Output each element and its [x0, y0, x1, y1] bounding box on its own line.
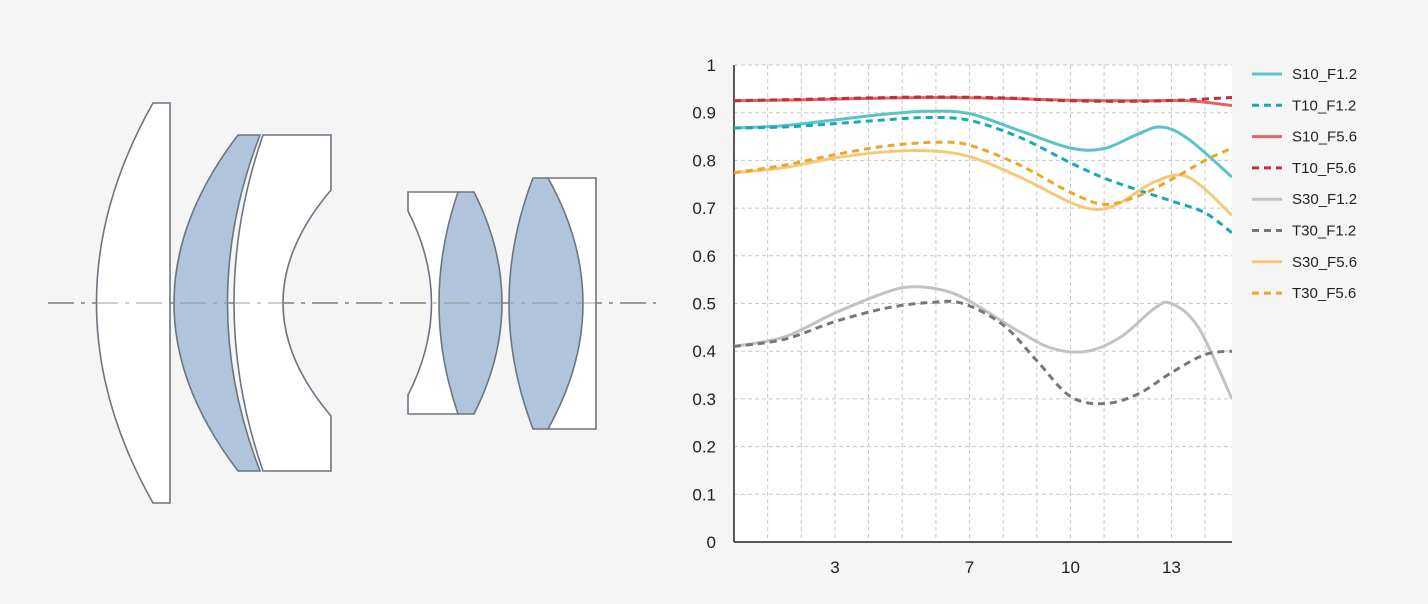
chart-legend: S10_F1.2 T10_F1.2 S10_F5.6 T10_F5.6 S30_F1.2…: [1252, 66, 1357, 302]
series-line-s30-f5-6: [734, 148, 1232, 217]
y-tick-label: 0.1: [692, 485, 716, 504]
y-tick-label: 0.5: [692, 295, 716, 314]
lens-element-1: [95, 102, 171, 504]
legend-label: T10_F5.6: [1292, 160, 1356, 177]
series-line-t10-f5-6: [734, 95, 1232, 103]
x-tick-label: 3: [830, 558, 839, 577]
y-tick-label: 0.9: [692, 104, 716, 123]
legend-item-t30-f1-2: T30_F1.2: [1252, 223, 1356, 240]
y-tick-label: 0.2: [692, 438, 716, 457]
x-tick-label: 13: [1162, 558, 1181, 577]
legend-item-s30-f5-6: S30_F5.6: [1252, 254, 1357, 271]
legend-item-t30-f5-6: T30_F5.6: [1252, 285, 1356, 302]
chart-series: [734, 95, 1232, 406]
lens-diagram: [48, 102, 656, 504]
legend-label: S10_F5.6: [1292, 129, 1357, 146]
legend-item-s10-f5-6: S10_F5.6: [1252, 129, 1357, 146]
legend-label: T30_F1.2: [1292, 223, 1356, 240]
x-tick-label: 7: [965, 558, 974, 577]
legend-label: S30_F5.6: [1292, 254, 1357, 271]
y-tick-label: 0.7: [692, 199, 716, 218]
legend-item-s10-f1-2: S10_F1.2: [1252, 66, 1357, 83]
lens-element-5: [438, 191, 503, 415]
series-line-s10-f1-2: [734, 109, 1232, 179]
chart-axes: 00.10.20.30.40.50.60.70.80.913 7 10 13: [692, 56, 1232, 577]
series-line-t30-f1-2: [734, 299, 1232, 406]
legend-label: S30_F1.2: [1292, 191, 1357, 208]
y-tick-label: 0: [707, 533, 716, 552]
series-line-t10-f1-2: [734, 115, 1232, 235]
legend-item-s30-f1-2: S30_F1.2: [1252, 191, 1357, 208]
legend-item-t10-f1-2: T10_F1.2: [1252, 97, 1356, 114]
legend-item-t10-f5-6: T10_F5.6: [1252, 160, 1356, 177]
chart-grid: [734, 64, 1232, 542]
legend-label: T10_F1.2: [1292, 97, 1356, 114]
legend-label: S10_F1.2: [1292, 66, 1357, 83]
series-line-s30-f1-2: [734, 285, 1232, 400]
series-line-t30-f5-6: [734, 140, 1232, 206]
mtf-chart: 00.10.20.30.40.50.60.70.80.913 7 10 13 S10_…: [692, 56, 1357, 577]
y-tick-label: 0.8: [692, 151, 716, 170]
y-tick-label: 0.4: [692, 342, 716, 361]
y-tick-label: 1: [707, 56, 716, 75]
legend-label: T30_F5.6: [1292, 285, 1356, 302]
x-tick-label: 10: [1061, 558, 1080, 577]
y-tick-label: 0.3: [692, 390, 716, 409]
y-tick-label: 0.6: [692, 247, 716, 266]
